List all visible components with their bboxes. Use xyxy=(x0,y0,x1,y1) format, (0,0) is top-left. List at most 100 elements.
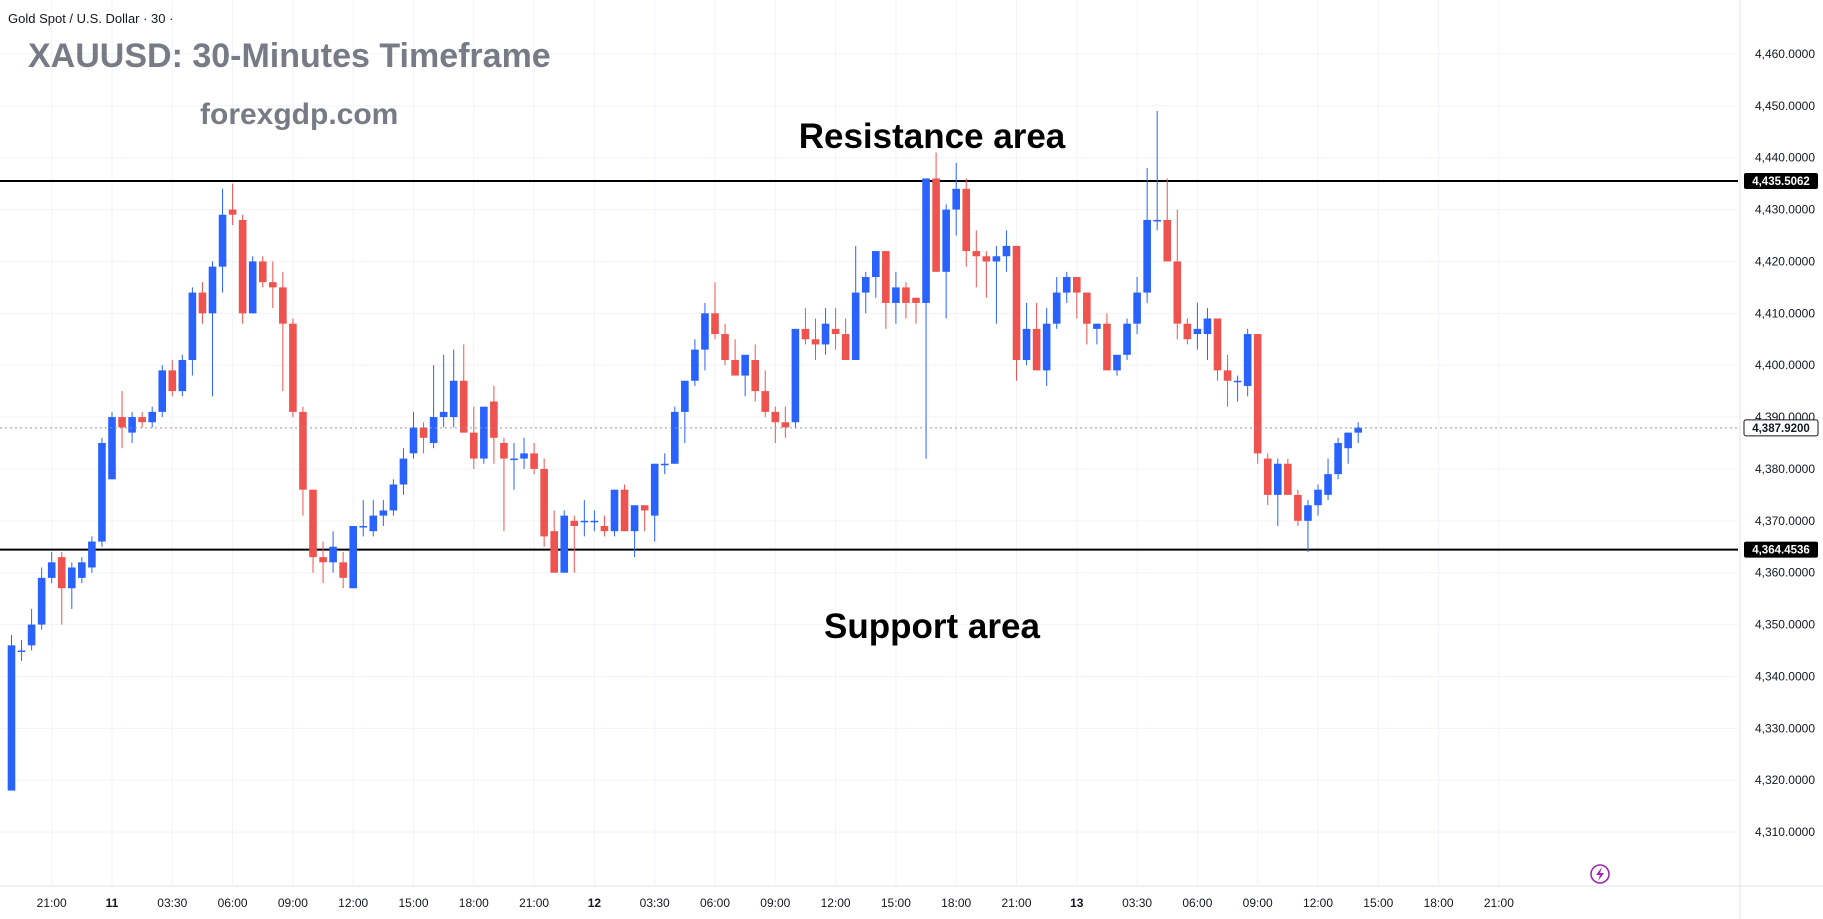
candle xyxy=(279,271,287,392)
level-lines[interactable] xyxy=(0,179,1738,551)
candle-body xyxy=(449,380,458,418)
last-price-label: 4,387.9200 xyxy=(1752,423,1810,435)
candle xyxy=(439,354,448,428)
candle xyxy=(1263,453,1272,506)
candle-body xyxy=(1193,328,1202,335)
candle-body xyxy=(218,214,227,267)
candle-body xyxy=(892,287,900,303)
candle-body xyxy=(640,505,649,511)
candle xyxy=(118,391,126,449)
candle-body xyxy=(882,251,890,303)
candle-body xyxy=(17,650,26,652)
level-tag-label: 4,364.4536 xyxy=(1752,545,1810,557)
candle-body xyxy=(1083,292,1091,324)
candle-body xyxy=(228,209,237,215)
candle-body xyxy=(1133,292,1141,324)
candle xyxy=(309,489,317,573)
candle-body xyxy=(1304,505,1312,521)
candle xyxy=(1032,302,1041,371)
candle xyxy=(1314,484,1322,516)
candle xyxy=(861,271,870,314)
candle-body xyxy=(590,520,599,523)
candle xyxy=(1344,432,1352,464)
candle-body xyxy=(470,432,478,459)
y-tick-label: 4,450.0000 xyxy=(1755,99,1815,113)
candle xyxy=(691,339,699,386)
candle xyxy=(17,640,26,661)
candle xyxy=(560,510,569,573)
candle xyxy=(1304,500,1312,552)
candle-body xyxy=(369,515,378,532)
time-axis[interactable]: 21:00 11 03:30 06:00 09:00 12:00 15:00 18:00 21:… xyxy=(37,896,1515,910)
candle xyxy=(128,411,136,443)
candle xyxy=(108,411,116,480)
candle-body xyxy=(248,261,257,314)
candle-body xyxy=(198,292,207,314)
candle-body xyxy=(922,178,930,303)
candle-body xyxy=(148,411,156,423)
candle-body xyxy=(791,328,800,423)
candle-body xyxy=(480,406,488,459)
y-tick-label: 4,420.0000 xyxy=(1755,254,1815,268)
candle xyxy=(741,354,749,397)
x-tick-label: 18:00 xyxy=(459,896,489,910)
candle xyxy=(1213,318,1222,381)
candle xyxy=(47,551,56,584)
candle-body xyxy=(128,417,136,433)
candle xyxy=(1294,489,1302,526)
candle-body xyxy=(1344,432,1352,449)
candle xyxy=(1123,318,1131,360)
candle xyxy=(932,152,940,272)
candle-body xyxy=(208,266,217,314)
candle xyxy=(640,505,649,532)
candle-body xyxy=(1012,245,1021,360)
candle xyxy=(972,230,981,288)
candle-body xyxy=(269,282,277,288)
candle-body xyxy=(1153,219,1161,222)
candle-body xyxy=(1334,443,1342,475)
candle-body xyxy=(1143,219,1151,293)
candle xyxy=(1113,354,1121,376)
candle-body xyxy=(972,251,981,257)
candle-body xyxy=(851,292,860,360)
candle-body xyxy=(872,251,880,277)
candle xyxy=(550,510,558,573)
candle xyxy=(389,479,398,516)
candle xyxy=(892,271,900,324)
x-tick-label: 12 xyxy=(588,896,602,910)
candle-body xyxy=(57,557,66,589)
x-tick-label: 03:30 xyxy=(1122,896,1152,910)
x-tick-label: 13 xyxy=(1070,896,1084,910)
candle xyxy=(1354,422,1362,443)
candle-body xyxy=(540,468,548,537)
candle-body xyxy=(118,417,126,428)
candle xyxy=(369,500,378,537)
x-tick-label: 21:00 xyxy=(1001,896,1031,910)
candle-body xyxy=(7,645,16,791)
candle-body xyxy=(942,209,950,272)
y-tick-label: 4,430.0000 xyxy=(1755,203,1815,217)
candle-body xyxy=(439,411,448,418)
candle xyxy=(781,406,790,438)
x-tick-label: 15:00 xyxy=(881,896,911,910)
candle xyxy=(459,344,468,433)
support-label: Support area xyxy=(824,607,1040,646)
candle-body xyxy=(711,313,719,335)
candle xyxy=(540,458,548,547)
candle-body xyxy=(671,411,679,464)
candle-body xyxy=(841,334,850,360)
candle-body xyxy=(47,562,56,578)
candle xyxy=(962,178,971,267)
candle-body xyxy=(349,526,357,589)
candle-body xyxy=(550,531,558,573)
candle-body xyxy=(238,219,247,314)
candle-body xyxy=(620,489,629,532)
candle-body xyxy=(811,339,820,345)
candle xyxy=(1203,308,1212,360)
candle xyxy=(1253,334,1262,464)
candle-body xyxy=(500,443,508,459)
lightning-icon[interactable] xyxy=(1590,864,1610,884)
price-axis[interactable]: 4,310.0000 4,320.0000 4,330.0000 4,340.0000… xyxy=(1755,47,1815,839)
candle-body xyxy=(68,567,76,589)
